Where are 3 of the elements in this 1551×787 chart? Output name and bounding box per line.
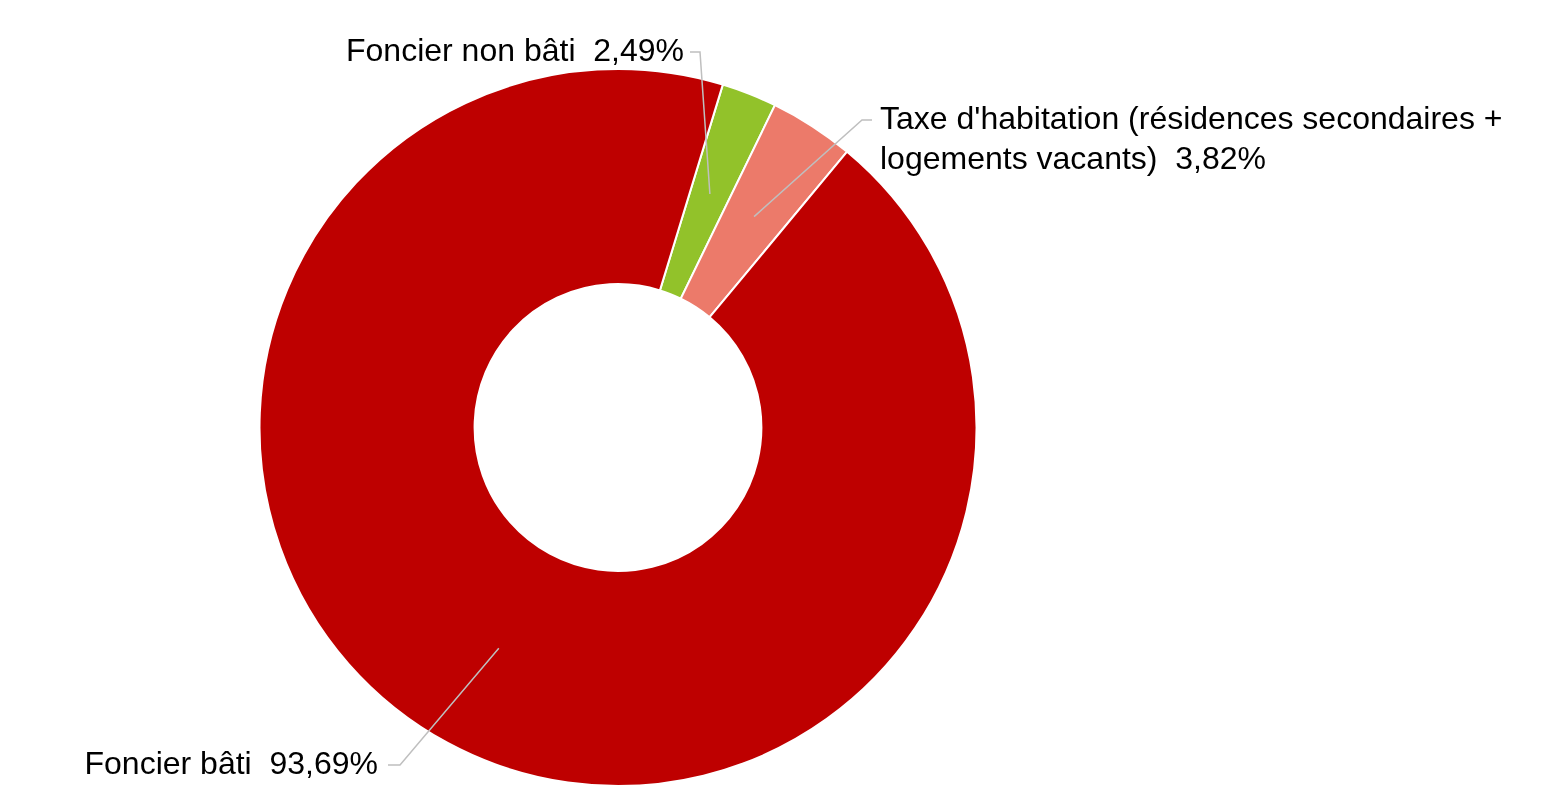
- slice-label: Taxe d'habitation (résidences secondaires + logements vacants) 3,82%: [880, 99, 1503, 176]
- slice-label: Foncier non bâti 2,49%: [346, 31, 684, 68]
- slice-label: Foncier bâti 93,69%: [84, 744, 378, 781]
